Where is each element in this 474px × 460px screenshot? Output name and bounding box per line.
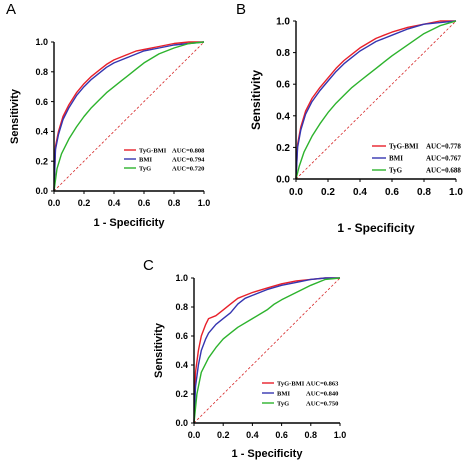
x-tick-label: 0.6 bbox=[275, 430, 288, 440]
x-tick-label: 0.0 bbox=[48, 198, 61, 208]
y-tick-label: 0.6 bbox=[35, 97, 48, 107]
y-axis-title: Sensitivity bbox=[153, 322, 165, 378]
roc-curve-tyg-bmi bbox=[295, 20, 456, 180]
chart-panel-b: B 0.0 0.2 0.4 0.6 0.8 1.0 0.0 0.2 0.4 0.6 0.8 1.0 1 -… bbox=[236, 1, 463, 235]
reference-line bbox=[53, 41, 205, 192]
chart-panel-c: C 0.0 0.2 0.4 0.6 0.8 1.0 0.0 0.2 0.4 0.6 0.8 1.0 1 -… bbox=[143, 257, 346, 460]
legend: TyG-BMI AUC=0.863 BMI AUC=0.840 TyG AUC=0.750 bbox=[262, 380, 339, 407]
y-tick-label: 0.0 bbox=[276, 175, 290, 186]
roc-curve-bmi bbox=[53, 41, 205, 192]
x-tick-label: 0.0 bbox=[289, 187, 303, 198]
legend-auc: AUC=0.720 bbox=[172, 165, 204, 172]
x-axis-title: 1 - Specificity bbox=[232, 448, 304, 460]
x-tick-label: 1.0 bbox=[198, 198, 211, 208]
x-axis-title: 1 - Specificity bbox=[337, 221, 415, 235]
legend-auc: AUC=0.767 bbox=[426, 154, 461, 162]
legend-auc: AUC=0.688 bbox=[426, 166, 461, 174]
roc-curve-tyg bbox=[53, 41, 205, 192]
legend-label: TyG-BMI bbox=[389, 142, 419, 150]
legend-label: TyG-BMI bbox=[277, 380, 305, 387]
x-tick-label: 0.4 bbox=[353, 187, 367, 198]
x-tick-label: 1.0 bbox=[449, 187, 463, 198]
y-axis-title: Sensitivity bbox=[249, 70, 263, 130]
legend-auc: AUC=0.863 bbox=[306, 380, 339, 387]
x-axis-title: 1 - Specificity bbox=[94, 217, 166, 229]
legend-label: TyG bbox=[277, 400, 289, 407]
x-tick-label: 1.0 bbox=[334, 430, 347, 440]
y-tick-label: 0.6 bbox=[276, 80, 290, 91]
legend: TyG-BMI AUC=0.778 BMI AUC=0.767 TyG AUC=0.688 bbox=[372, 142, 461, 174]
x-tick-label: 0.6 bbox=[385, 187, 399, 198]
x-tick-label: 0.4 bbox=[108, 198, 121, 208]
legend-auc: AUC=0.750 bbox=[306, 400, 338, 407]
y-tick-label: 0.0 bbox=[175, 418, 188, 428]
y-tick-label: 0.6 bbox=[175, 331, 188, 341]
x-tick-label: 0.2 bbox=[217, 430, 230, 440]
y-tick-label: 0.4 bbox=[35, 127, 48, 137]
roc-curve-tyg-bmi bbox=[53, 41, 204, 192]
roc-curve-bmi bbox=[295, 20, 457, 180]
legend-auc: AUC=0.778 bbox=[426, 142, 461, 150]
x-tick-label: 0.2 bbox=[78, 198, 91, 208]
x-tick-label: 0.8 bbox=[417, 187, 431, 198]
y-tick-label: 0.2 bbox=[276, 143, 290, 154]
panel-letter: A bbox=[6, 1, 16, 18]
legend-label: TyG bbox=[139, 165, 151, 172]
x-tick-label: 0.6 bbox=[138, 198, 151, 208]
panel-letter: C bbox=[143, 257, 154, 274]
x-tick-label: 0.8 bbox=[168, 198, 181, 208]
y-tick-label: 0.4 bbox=[175, 360, 188, 370]
y-tick-label: 1.0 bbox=[175, 273, 188, 283]
y-tick-label: 0.8 bbox=[175, 302, 188, 312]
x-tick-label: 0.0 bbox=[188, 430, 201, 440]
x-tick-label: 0.4 bbox=[246, 430, 259, 440]
roc-curve-tyg-bmi bbox=[193, 277, 340, 424]
chart-panel-a: A 0.0 0.2 0.4 0.6 0.8 1.0 0.0 0.2 0.4 0.6 0.8 1.0 1 -… bbox=[6, 1, 210, 229]
roc-curve-tyg bbox=[295, 20, 457, 180]
legend: TyG-BMI AUC=0.808 BMI AUC=0.794 TyG AUC=0.720 bbox=[124, 147, 205, 172]
legend-label: TyG-BMI bbox=[139, 147, 167, 154]
legend-label: BMI bbox=[389, 154, 403, 162]
reference-line bbox=[295, 20, 457, 180]
legend-label: TyG bbox=[389, 166, 403, 174]
y-tick-label: 0.8 bbox=[35, 67, 48, 77]
roc-curve-bmi bbox=[193, 277, 340, 424]
legend-auc: AUC=0.808 bbox=[172, 147, 205, 154]
legend-auc: AUC=0.840 bbox=[306, 390, 338, 397]
roc-curve-tyg bbox=[193, 277, 341, 424]
y-tick-label: 1.0 bbox=[35, 37, 48, 47]
legend-label: BMI bbox=[139, 156, 152, 163]
y-tick-label: 0.2 bbox=[175, 389, 188, 399]
y-tick-label: 0.8 bbox=[276, 48, 290, 59]
legend-auc: AUC=0.794 bbox=[172, 156, 205, 163]
y-tick-label: 0.2 bbox=[35, 156, 48, 166]
y-tick-label: 0.4 bbox=[276, 111, 290, 122]
x-tick-label: 0.2 bbox=[321, 187, 335, 198]
x-tick-label: 0.8 bbox=[305, 430, 318, 440]
y-tick-label: 0.0 bbox=[35, 186, 48, 196]
y-axis-title: Sensitivity bbox=[9, 88, 21, 144]
y-tick-label: 1.0 bbox=[276, 17, 290, 28]
legend-label: BMI bbox=[277, 390, 290, 397]
panel-letter: B bbox=[236, 1, 246, 18]
reference-line bbox=[193, 277, 341, 424]
